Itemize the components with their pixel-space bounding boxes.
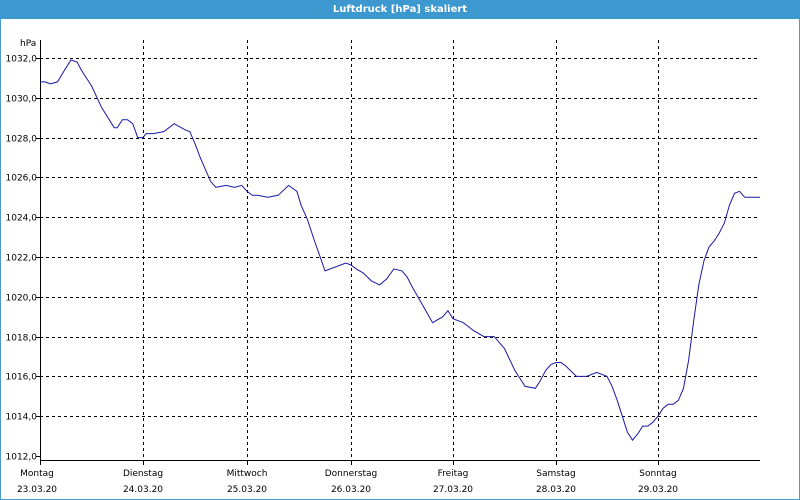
grid-layer: [36, 40, 760, 465]
y-tick-label: 1018,0: [6, 334, 38, 344]
y-tick-label: 1020,0: [6, 294, 38, 304]
x-tick-date-label: 25.03.20: [227, 485, 267, 495]
y-tick-label: 1032,0: [6, 55, 38, 65]
x-tick-date-label: 26.03.20: [331, 485, 371, 495]
y-tick-label: 1012,0: [6, 453, 38, 463]
y-tick-label: 1016,0: [6, 373, 38, 383]
x-tick-day-label: Montag: [20, 469, 54, 479]
x-tick-date-label: 27.03.20: [433, 485, 473, 495]
x-tick-day-label: Dienstag: [123, 469, 163, 479]
x-tick-date-label: 29.03.20: [638, 485, 678, 495]
x-tick-day-label: Donnerstag: [325, 469, 378, 479]
y-axis-unit-label: hPa: [20, 39, 36, 49]
y-tick-label: 1030,0: [6, 95, 38, 105]
y-tick-label: 1014,0: [6, 413, 38, 423]
x-tick-labels: Montag 23.03.20 Dienstag 24.03.20 Mittwoch 25…: [17, 469, 678, 495]
x-tick-day-label: Freitag: [438, 469, 469, 479]
x-tick-day-label: Sonntag: [639, 469, 676, 479]
chart-title: Luftdruck [hPa] skaliert: [0, 0, 800, 19]
x-tick-day-label: Mittwoch: [227, 469, 268, 479]
x-tick-day-label: Samstag: [536, 469, 575, 479]
y-tick-label: 1026,0: [6, 174, 38, 184]
y-tick-label: 1028,0: [6, 135, 38, 145]
y-tick-labels: 1012,0 1014,0 1016,0 1018,0 1020,0 1022,0 1024…: [6, 55, 38, 463]
x-tick-date-label: 24.03.20: [123, 485, 163, 495]
pressure-series-line: [40, 59, 760, 441]
x-tick-date-label: 23.03.20: [17, 485, 57, 495]
y-tick-label: 1022,0: [6, 254, 38, 264]
axis-layer: [40, 40, 760, 461]
y-tick-label: 1024,0: [6, 214, 38, 224]
x-tick-date-label: 28.03.20: [536, 485, 576, 495]
